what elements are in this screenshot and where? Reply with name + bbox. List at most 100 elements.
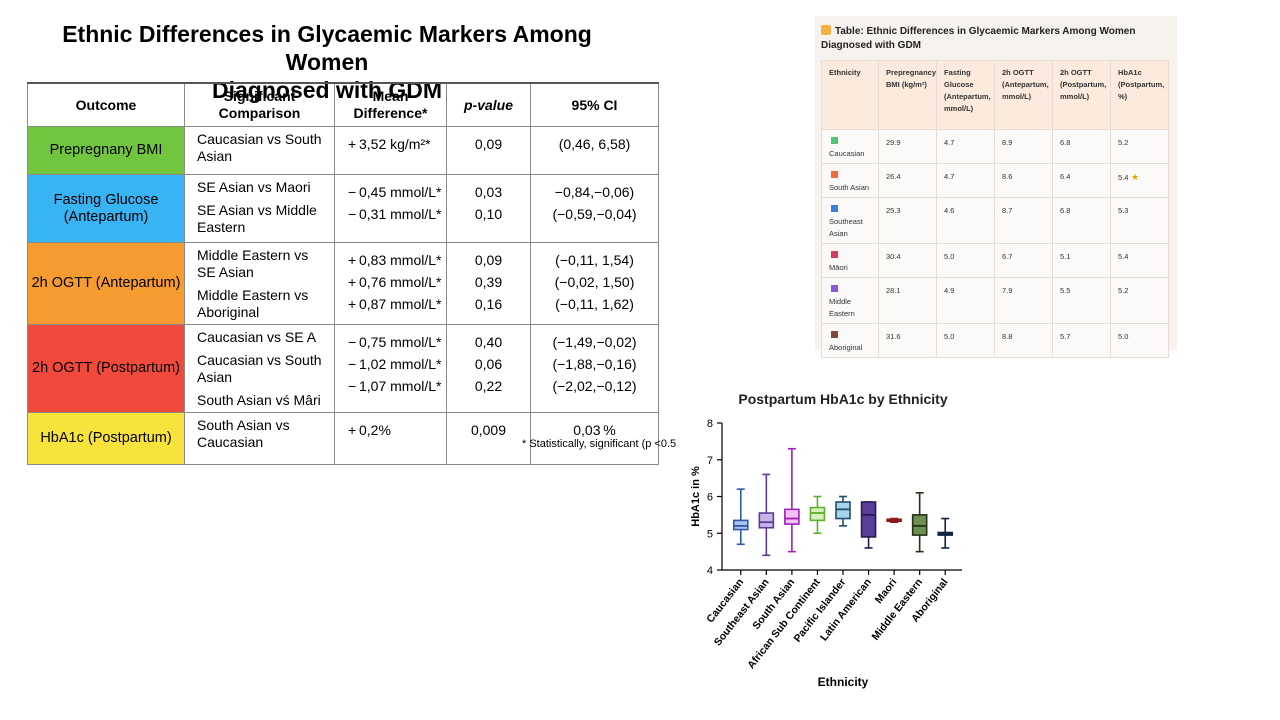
ci-value: (0,46, 6,58) [558,136,631,152]
table-row: HbA1c (Postpartum) South Asian vs Caucasi… [27,412,659,465]
mini-table-row: South Asian 26.4 4.7 8.6 6.4 5.4 ★ [821,163,1169,198]
p-value-value: 0,22 [474,378,503,394]
mini-value-cell: 28.1 [878,277,937,324]
mini-value-cell: 5.3 [1110,197,1169,244]
mini-value-cell: 5.1 [1052,243,1111,278]
mini-value-cell: 30.4 [878,243,937,278]
mini-value-cell: 8.8 [994,323,1053,358]
ci-value: (−2,02,−0,12) [552,378,637,394]
results-panel: Ethnic Differences in Glycaemic Markers … [27,20,676,465]
mini-value-cell: 5.5 [1052,277,1111,324]
table-row: Fasting Glucose (Antepartum) SE Asian vs … [27,174,659,243]
comparison-text: South Asian vś Mâri [197,392,321,408]
box [860,501,877,538]
comparison-cell: South Asian vs Caucasian [184,412,335,465]
mini-value-cell: 5.4 [1110,243,1169,278]
y-tick-label: 7 [707,455,713,467]
p-value-value: 0,40 [474,334,503,350]
outcome-cell: Fasting Glucose (Antepartum) [27,174,185,243]
mean-diff-value: + 3,52 kg/m²* [348,136,431,152]
ci-value: 0,03 % [573,422,616,438]
p-value-value: 0,39 [474,274,503,290]
mean-diff-cell: + 0,2% [334,412,447,465]
ethnicity-cell: Caucasian [821,129,879,164]
y-tick-label: 6 [707,492,713,504]
ci-value: (−0,02, 1,50) [554,274,635,290]
color-swatch-icon [831,285,838,292]
mini-value-cell: 5.0 [936,323,995,358]
ci-value: (−1,49,−0,02) [552,334,637,350]
outcome-cell: 2h OGTT (Antepartum) [27,242,185,325]
p-value-cell: 0,03 0,10 [446,174,531,243]
mean-diff-value: − 0,75 mmol/L* [348,334,442,350]
p-value-value: 0,16 [474,296,503,312]
box [911,514,928,536]
mean-diff-cell: − 0,75 mmol/L* − 1,02 mmol/L* − 1,07 mmol/… [334,324,447,413]
mini-value-cell: 8.9 [994,129,1053,164]
mean-diff-value: + 0,87 mmol/L* [348,296,442,312]
ethnicity-label: Māori [829,263,848,272]
mini-value-cell: 5.2 [1110,129,1169,164]
mini-table: Ethnicity Prepregnancy BMI (kg/m²) Fasting… [821,60,1169,358]
y-tick-label: 8 [707,418,713,430]
mini-value-cell: 25.3 [878,197,937,244]
ci-cell: (0,46, 6,58) [530,126,659,175]
box [809,506,826,522]
ethnicity-cell: Aboriginal [821,323,879,358]
comparison-text: SE Asian vs Middle Eastern [197,202,317,235]
mini-value-cell: 26.4 [878,163,937,198]
ci-value: (−1,88,−0,16) [552,356,637,372]
mini-col-header: Fasting Glucose (Antepartum, mmol/L) [936,60,995,130]
comparison-cell: SE Asian vs Maori SE Asian vs Middle East… [184,174,335,243]
mini-table-row: Māori 30.4 5.0 6.7 5.1 5.4 [821,243,1169,278]
mini-value-cell: 8.7 [994,197,1053,244]
p-value-value: 0,06 [474,356,503,372]
ethnicity-label: South Asian [829,183,870,192]
ethnicity-cell: Southeast Asian [821,197,879,244]
p-value-cell: 0,09 [446,126,531,175]
p-value-value: 0,10 [474,206,503,222]
ethnicity-cell: Māori [821,243,879,278]
mean-diff-cell: − 0,45 mmol/L* − 0,31 mmol/L* [334,174,447,243]
mini-value-cell: 5.4 ★ [1110,163,1169,198]
color-swatch-icon [831,137,838,144]
col-header-p-value: p-value [446,82,531,127]
table-row: 2h OGTT (Postpartum) Caucasian vs SE A Cau… [27,324,659,413]
mini-table-row: Middle Eastern 28.1 4.9 7.9 5.5 5.2 [821,277,1169,324]
col-header-outcome: Outcome [27,82,185,127]
table-icon [821,25,831,35]
comparison-text: SE Asian vs Maori [197,179,311,195]
table-row: 2h OGTT (Antepartum) Middle Eastern vs SE… [27,242,659,325]
box [732,519,749,531]
chart-title: Postpartum HbA1c by Ethnicity [738,391,947,407]
mini-table-row: Aboriginal 31.6 5.0 8.8 5.7 5.0 [821,323,1169,358]
col-header-mean-diff: Mean Difference* [334,82,447,127]
mean-diff-value: + 0,2% [348,422,391,438]
mini-value-cell: 6.8 [1052,129,1111,164]
title-line-1: Ethnic Differences in Glycaemic Markers … [62,21,592,75]
mean-diff-value: − 1,02 mmol/L* [348,356,442,372]
comparison-text: Caucasian vs South Asian [197,131,322,164]
comparison-cell: Caucasian vs South Asian [184,126,335,175]
mean-diff-value: − 0,45 mmol/L* [348,184,442,200]
table-row: Prepregnany BMI Caucasian vs South Asian +… [27,126,659,175]
mean-diff-value: + 0,83 mmol/L* [348,252,442,268]
col-header-comparison: Significant Comparison [184,82,335,127]
mini-table-header-row: Ethnicity Prepregnancy BMI (kg/m²) Fasting… [821,60,1169,130]
comparison-text: South Asian vs Caucasian [197,417,290,450]
color-swatch-icon [831,251,838,258]
mini-value-cell: 6.8 [1052,197,1111,244]
p-value-value: 0,03 [474,184,503,200]
mini-value-cell: 6.7 [994,243,1053,278]
mini-table-title: Table: Ethnic Differences in Glycaemic M… [821,25,1166,53]
comparison-text: Caucasian vs SE A [197,329,317,345]
mini-value-cell: 5.0 [1110,323,1169,358]
star-icon: ★ [1128,172,1140,182]
mini-value-cell: 29.9 [878,129,937,164]
p-value-value: 0,09 [474,252,503,268]
p-value-cell: 0,09 0,39 0,16 [446,242,531,325]
y-tick-label: 4 [707,565,713,577]
ethnicity-label: Middle Eastern [829,297,855,318]
mini-col-header: 2h OGTT (Postpartum, mmol/L) [1052,60,1111,130]
mean-diff-value: − 1,07 mmol/L* [348,378,442,394]
